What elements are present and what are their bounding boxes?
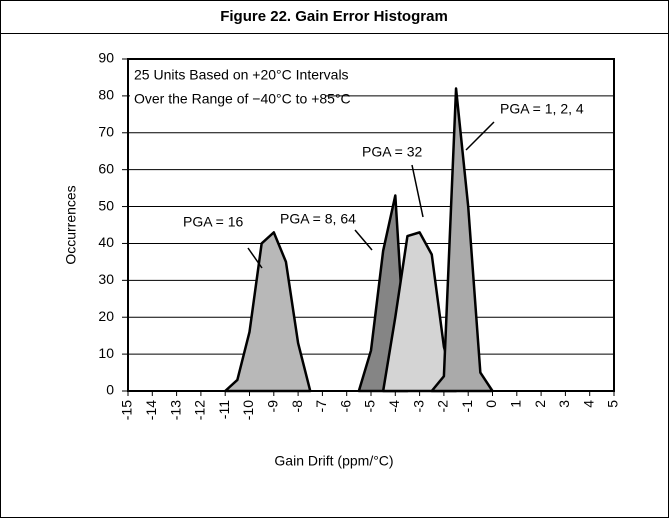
- x-tick-label: 1: [508, 400, 524, 408]
- chart-title: Figure 22. Gain Error Histogram: [220, 8, 448, 25]
- annotation-box: [130, 61, 326, 111]
- y-tick-label: 60: [98, 160, 114, 176]
- pointer: [354, 229, 373, 251]
- x-tick-label: -4: [386, 400, 402, 413]
- y-tick-label: 10: [98, 345, 114, 361]
- x-tick-label: -13: [167, 400, 183, 420]
- y-tick-label: 80: [98, 87, 114, 103]
- x-tick-label: 2: [532, 400, 548, 408]
- plot-border: [127, 58, 615, 392]
- y-tick-label: 40: [98, 234, 114, 250]
- series-label: PGA = 16: [183, 214, 244, 230]
- x-tick-label: 0: [483, 400, 499, 408]
- y-tick-label: 0: [106, 382, 114, 398]
- x-tick-label: -6: [337, 400, 353, 413]
- x-tick-label: -11: [216, 400, 232, 419]
- plot-area: [128, 59, 614, 391]
- series-label: PGA = 1, 2, 4: [500, 101, 584, 117]
- pointer: [247, 247, 263, 269]
- y-tick-label: 90: [98, 50, 114, 66]
- x-tick-label: -5: [362, 400, 378, 413]
- annotation: Over the Range of −40°C to +85°C: [134, 91, 351, 107]
- pointer: [411, 164, 424, 218]
- annotation: 25 Units Based on +20°C Intervals: [134, 67, 349, 83]
- x-tick-label: -15: [119, 400, 135, 420]
- x-tick-label: 5: [605, 400, 621, 408]
- series-label: PGA = 32: [362, 144, 423, 160]
- x-axis-label: Gain Drift (ppm/°C): [274, 453, 393, 469]
- series-label: PGA = 8, 64: [280, 211, 356, 227]
- y-tick-label: 20: [98, 308, 114, 324]
- y-axis-label: Occurrences: [63, 185, 79, 264]
- x-tick-label: 4: [580, 400, 596, 408]
- x-tick-label: -12: [192, 400, 208, 420]
- pointer: [465, 121, 495, 151]
- x-tick-label: 3: [556, 400, 572, 408]
- x-tick-label: -1: [459, 400, 475, 413]
- x-tick-label: -9: [265, 400, 281, 413]
- x-tick-label: -2: [435, 400, 451, 413]
- x-tick-label: -8: [289, 400, 305, 413]
- x-tick-label: -10: [240, 400, 256, 420]
- x-tick-label: -7: [313, 400, 329, 413]
- area: [223, 231, 312, 393]
- y-tick-label: 70: [98, 123, 114, 139]
- y-tick-label: 50: [98, 197, 114, 213]
- y-tick-label: 30: [98, 271, 114, 287]
- x-tick-label: -3: [410, 400, 426, 413]
- x-tick-label: -14: [143, 400, 159, 420]
